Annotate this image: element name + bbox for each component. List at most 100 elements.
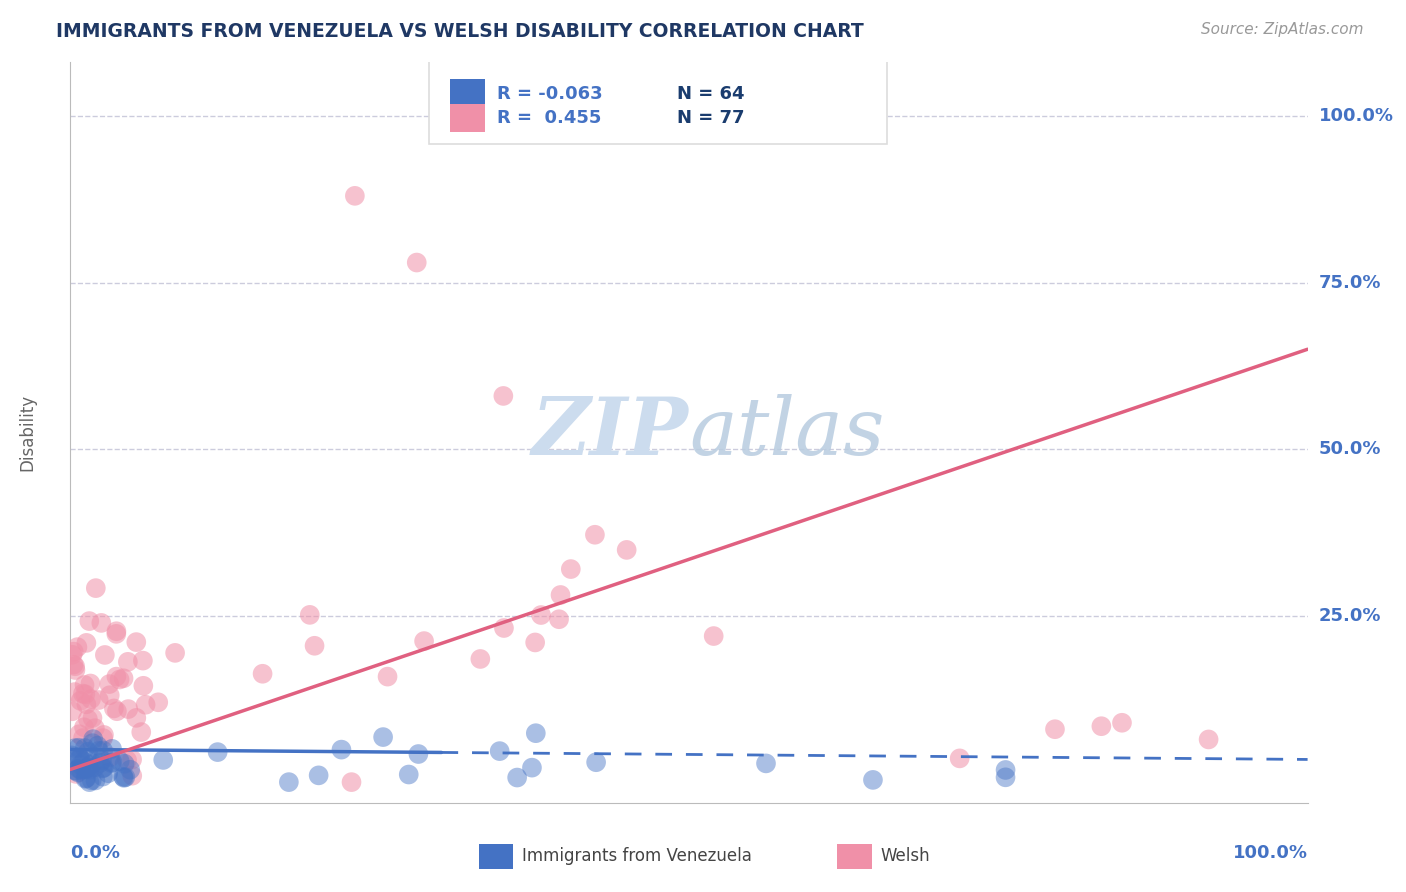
Point: [82, 736, 104, 750]
Point: [165, 646, 187, 660]
Point: [470, 652, 492, 666]
Text: R = -0.063: R = -0.063: [498, 85, 603, 103]
Point: [398, 767, 420, 781]
Point: [83, 721, 105, 735]
Point: [69, 758, 91, 772]
Point: [703, 629, 725, 643]
Point: [90, 615, 112, 630]
Point: [343, 189, 366, 203]
Text: IMMIGRANTS FROM VENEZUELA VS WELSH DISABILITY CORRELATION CHART: IMMIGRANTS FROM VENEZUELA VS WELSH DISAB…: [56, 22, 865, 41]
Point: [994, 770, 1017, 784]
Point: [101, 755, 124, 769]
Point: [79, 614, 101, 628]
Point: [73, 678, 96, 692]
Point: [408, 747, 430, 761]
Point: [524, 635, 547, 649]
Point: [63, 685, 86, 699]
Point: [66, 640, 89, 654]
Point: [87, 693, 110, 707]
Point: [63, 764, 86, 778]
Point: [75, 687, 97, 701]
Point: [112, 671, 135, 685]
Point: [98, 750, 121, 764]
Point: [79, 676, 101, 690]
Point: [67, 727, 90, 741]
Point: [82, 756, 104, 771]
Point: [67, 750, 90, 764]
Point: [77, 712, 100, 726]
Point: [73, 763, 96, 777]
Point: [75, 636, 97, 650]
Point: [65, 764, 87, 778]
Point: [125, 635, 148, 649]
Point: [98, 688, 121, 702]
Point: [82, 711, 104, 725]
Point: [60, 748, 83, 763]
Point: [73, 755, 96, 769]
Point: [60, 704, 83, 718]
Point: [112, 771, 135, 785]
Point: [98, 677, 121, 691]
Point: [105, 627, 128, 641]
Text: 100.0%: 100.0%: [1319, 107, 1393, 125]
Point: [994, 763, 1017, 777]
Point: [114, 756, 136, 771]
Point: [75, 771, 97, 785]
Point: [492, 389, 515, 403]
Point: [1198, 732, 1220, 747]
Point: [79, 775, 101, 789]
Text: 50.0%: 50.0%: [1319, 441, 1381, 458]
Point: [77, 763, 100, 777]
Point: [105, 670, 128, 684]
Point: [83, 760, 105, 774]
Point: [132, 679, 155, 693]
Point: [93, 728, 115, 742]
Point: [84, 773, 107, 788]
Point: [60, 648, 83, 662]
Point: [117, 702, 139, 716]
Point: [80, 773, 103, 788]
Point: [1111, 715, 1133, 730]
Point: [72, 731, 94, 745]
Point: [70, 763, 93, 777]
Point: [377, 670, 399, 684]
Point: [585, 756, 607, 770]
Bar: [450, 104, 485, 133]
Point: [97, 766, 120, 780]
Point: [63, 741, 86, 756]
Point: [1043, 723, 1066, 737]
Point: [91, 761, 114, 775]
Point: [207, 745, 229, 759]
Point: [91, 731, 114, 745]
Point: [129, 725, 152, 739]
FancyBboxPatch shape: [429, 59, 887, 144]
Point: [135, 698, 157, 712]
Point: [94, 648, 117, 662]
Point: [62, 657, 84, 672]
Point: [103, 701, 125, 715]
Point: [121, 769, 143, 783]
Point: [75, 698, 97, 712]
Point: [148, 695, 170, 709]
Point: [583, 527, 606, 541]
Point: [1090, 719, 1112, 733]
Point: [69, 694, 91, 708]
Point: [91, 770, 114, 784]
Text: R =  0.455: R = 0.455: [498, 110, 602, 128]
Text: 75.0%: 75.0%: [1319, 274, 1381, 292]
Point: [132, 654, 155, 668]
Point: [548, 612, 571, 626]
Point: [91, 743, 114, 757]
Text: 100.0%: 100.0%: [1233, 844, 1308, 862]
Text: 0.0%: 0.0%: [70, 844, 121, 862]
Point: [108, 673, 131, 687]
Point: [105, 624, 128, 639]
Point: [66, 765, 89, 780]
Point: [152, 753, 174, 767]
Point: [62, 645, 84, 659]
Point: [298, 607, 321, 622]
Text: ZIP: ZIP: [531, 394, 689, 471]
Point: [304, 639, 326, 653]
Point: [89, 756, 111, 770]
Point: [73, 720, 96, 734]
